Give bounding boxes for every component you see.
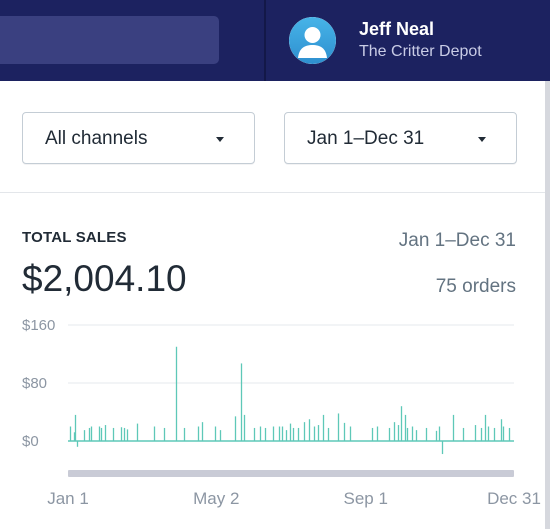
y-tick-label: $160 — [22, 317, 55, 334]
user-name[interactable]: Jeff Neal — [359, 19, 435, 39]
x-tick-label: Dec 31 — [487, 489, 541, 508]
y-tick-label: $0 — [22, 433, 39, 450]
search-box[interactable] — [0, 16, 219, 64]
user-avatar-icon[interactable] — [289, 17, 336, 64]
date-range-select-label: Jan 1–Dec 31 — [307, 128, 425, 149]
range-slider-track — [68, 470, 514, 477]
channel-select[interactable]: All channels — [22, 112, 255, 164]
x-tick-label: Sep 1 — [344, 489, 388, 508]
total-sales-title: TOTAL SALES — [22, 229, 127, 246]
chevron-down-icon — [478, 137, 486, 142]
chevron-down-icon — [216, 137, 224, 142]
channel-select-label: All channels — [45, 128, 148, 149]
x-tick-label: May 2 — [193, 489, 239, 508]
y-tick-label: $80 — [22, 375, 47, 392]
sales-chart: $160 $80 $0 Jan 1 May 2 Sep 1 Dec 31 — [22, 317, 541, 508]
section-divider — [0, 192, 545, 193]
total-sales-range: Jan 1–Dec 31 — [398, 230, 516, 251]
top-bar-divider — [264, 0, 266, 81]
total-sales-amount: $2,004.10 — [22, 258, 187, 299]
total-sales-orders: 75 orders — [435, 276, 516, 297]
store-name[interactable]: The Critter Depot — [359, 43, 482, 60]
date-range-select[interactable]: Jan 1–Dec 31 — [284, 112, 517, 164]
scrollbar[interactable] — [545, 81, 550, 529]
top-bar: Jeff Neal The Critter Depot — [0, 0, 550, 81]
x-tick-label: Jan 1 — [47, 489, 89, 508]
